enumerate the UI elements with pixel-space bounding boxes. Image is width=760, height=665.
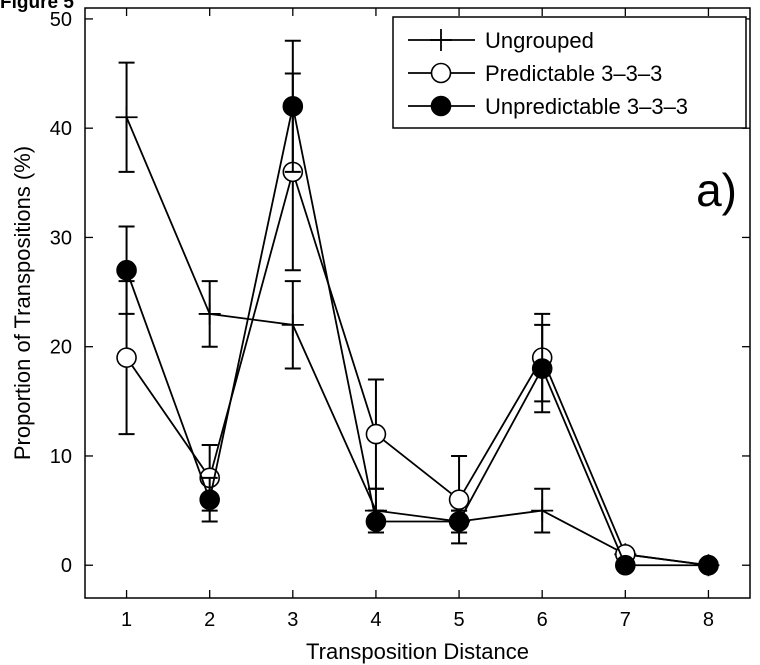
y-axis-label: Proportion of Transpositions (%): [10, 146, 35, 460]
y-tick-label: 40: [50, 118, 72, 140]
open-circle-marker: [116, 347, 137, 368]
filled-circle-marker: [116, 259, 137, 281]
x-tick-label: 5: [454, 609, 465, 631]
plus-marker: [430, 29, 452, 51]
series-line: [125, 168, 709, 567]
x-tick-label: 2: [204, 609, 215, 631]
figure-label: Figure 5: [0, 0, 74, 13]
filled-circle-marker: [430, 95, 452, 117]
series-lines: [115, 39, 720, 577]
y-tick-label: 20: [50, 337, 72, 359]
filled-circle-marker: [448, 511, 470, 532]
open-circle-marker: [448, 489, 470, 510]
y-tick-label: 10: [50, 446, 72, 468]
plus-marker: [198, 302, 221, 325]
x-tick-label: 1: [121, 609, 132, 631]
series-line: [125, 116, 709, 567]
plus-marker: [281, 313, 304, 336]
legend-entry-label: Predictable 3–3–3: [485, 61, 662, 86]
open-circle-marker: [365, 423, 387, 445]
x-axis-label: Transposition Distance: [306, 639, 529, 664]
x-tick-label: 8: [703, 609, 714, 631]
series-line: [125, 106, 709, 567]
y-tick-label: 30: [50, 227, 72, 249]
axis-ticks: 1 2 3 4 5 6 7 8 0 10 20 30 40 50: [50, 8, 750, 631]
filled-circle-marker: [698, 554, 719, 576]
filled-circle-marker: [282, 96, 304, 117]
plus-marker: [115, 106, 138, 129]
x-tick-label: 4: [370, 609, 381, 631]
legend-entry-label: Unpredictable 3–3–3: [485, 94, 688, 119]
filled-circle-marker: [615, 554, 636, 576]
panel-label: a): [696, 164, 737, 216]
legend: Ungrouped Predictable 3–3–3 Unpredictable …: [392, 16, 747, 129]
plus-marker: [531, 499, 554, 522]
plot-frame: [84, 7, 751, 599]
y-tick-label: 50: [50, 9, 72, 31]
series-filled-circle: [116, 39, 719, 576]
x-tick-label: 7: [620, 609, 631, 631]
filled-circle-marker: [365, 511, 387, 532]
filled-circle-marker: [531, 358, 553, 379]
y-tick-label: 0: [61, 555, 72, 577]
filled-circle-marker: [199, 489, 220, 510]
open-circle-marker: [430, 62, 452, 84]
legend-entry-label: Ungrouped: [485, 28, 594, 53]
x-tick-label: 3: [287, 609, 298, 631]
x-tick-label: 6: [537, 609, 548, 631]
